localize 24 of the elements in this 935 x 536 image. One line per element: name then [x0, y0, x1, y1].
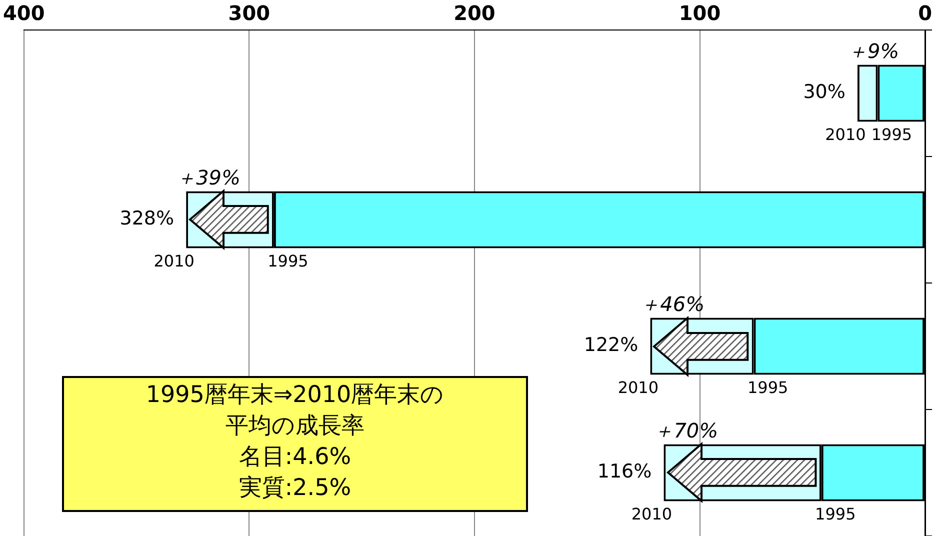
text: 2010: [154, 251, 194, 270]
text: 1995: [815, 504, 856, 524]
text: 2010: [631, 504, 672, 524]
text: 1995: [747, 378, 788, 397]
annotation: 名目:4.6%: [238, 443, 352, 472]
data-label: ＋46%: [640, 292, 705, 316]
text: 2010: [618, 378, 659, 397]
x-tick-label: 200: [454, 1, 496, 26]
annotation: 1995暦年末⇒2010暦年末の平均の成長率: [144, 381, 446, 441]
data-label: ＋9%: [847, 38, 900, 63]
data-label: ＋39%: [176, 165, 241, 190]
x-tick-label: 0: [918, 1, 932, 26]
x-tick-label: 400: [3, 1, 45, 26]
annotation: 実質:2.5%: [238, 474, 352, 503]
total-label: 328%: [120, 208, 174, 230]
total-label: 116%: [597, 460, 652, 483]
series-label: 1995: [871, 124, 912, 144]
series-label: 2010: [825, 124, 866, 144]
total-label: 122%: [584, 334, 638, 356]
total-label: 30%: [803, 81, 846, 104]
x-tick-label: 300: [228, 1, 270, 26]
x-tick-label: 100: [678, 1, 721, 26]
text: 1995: [268, 251, 308, 270]
data-label: ＋70%: [654, 418, 718, 442]
